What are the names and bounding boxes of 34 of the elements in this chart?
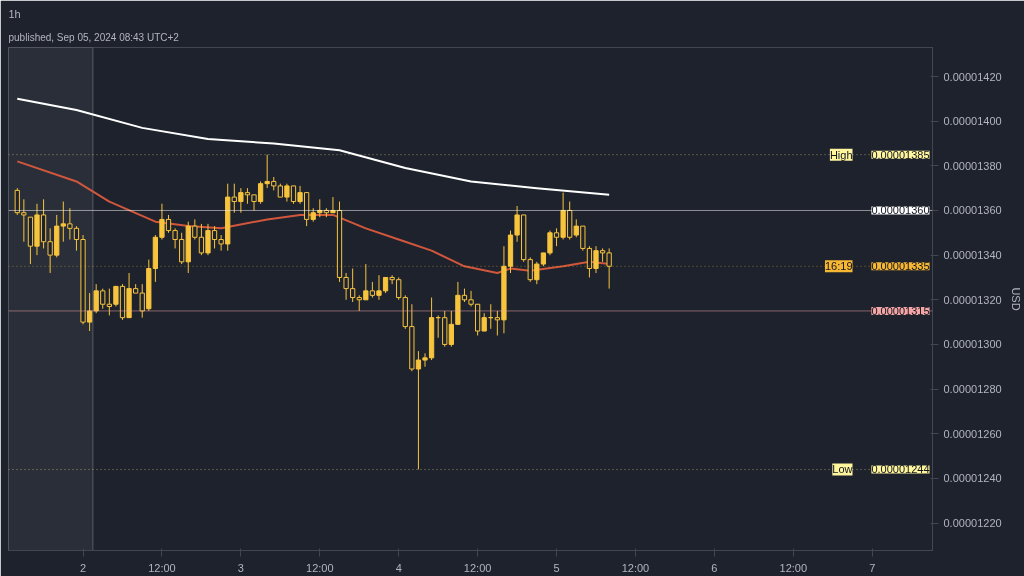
x-tick-label: 12:00 [621, 561, 650, 574]
text: published, Sep 05, 2024 08:43 UTC+2 [8, 31, 180, 43]
y-tick-label: 0.00001380 [943, 159, 1002, 172]
annotation: 16:19 [824, 260, 853, 273]
line-series [16, 97, 611, 196]
x-tick-label: 4 [395, 561, 402, 574]
y-axis-title: USD [1009, 287, 1022, 311]
y-tick-label: 0.00001300 [943, 338, 1002, 351]
y-tick-label: 0.00001260 [943, 427, 1002, 440]
y-tick-label: 0.00001340 [943, 249, 1002, 262]
x-tick-label: 2 [79, 561, 87, 574]
annotation: Low [832, 463, 853, 476]
y-tick-label: 0.00001420 [943, 70, 1002, 83]
x-tick-label: 5 [553, 561, 560, 574]
ref-line-label: 0.00001315 [871, 304, 930, 317]
ref-line-label: 0.00001335 [871, 260, 930, 273]
y-tick-label: 0.00001320 [943, 293, 1002, 306]
x-tick-label: 12:00 [306, 561, 334, 574]
x-tick-label: 12:00 [779, 561, 808, 574]
y-tick-label: 0.00001240 [943, 472, 1002, 485]
ref-line-label: 0.00001385 [871, 148, 930, 161]
x-tick-label: 6 [711, 561, 718, 574]
ref-line-label: 0.00001360 [871, 204, 930, 217]
x-tick-label: 12:00 [148, 561, 176, 574]
ref-line-label: 0.00001244 [871, 463, 930, 476]
x-tick-label: 7 [869, 561, 876, 574]
y-tick-label: 0.00001400 [943, 115, 1002, 128]
y-tick-label: 0.00001360 [943, 204, 1002, 217]
y-tick-label: 0.00001280 [943, 383, 1002, 396]
x-tick-label: 12:00 [463, 561, 492, 574]
x-tick-label: 3 [237, 561, 244, 574]
chart-title: 1h [8, 7, 21, 20]
annotation: High [829, 148, 853, 161]
y-tick-label: 0.00001220 [943, 517, 1002, 530]
